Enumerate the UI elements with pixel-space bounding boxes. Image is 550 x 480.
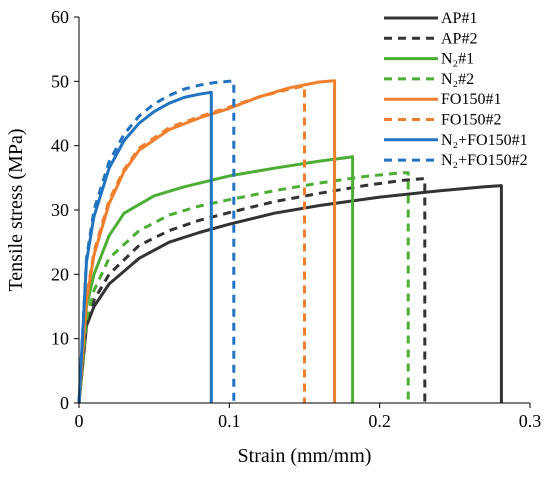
x-tick-label: 0.1 (218, 411, 241, 431)
y-tick-label: 0 (60, 393, 69, 413)
legend-label-1: AP#1 (441, 10, 477, 27)
series-layer (77, 79, 503, 404)
legend: AP#1 AP#2 N₂#1 N₂#2 FO150#1 FO150#2 N₂+FO150#1… (384, 10, 528, 169)
series-line-4 (77, 171, 410, 404)
series-line-3 (77, 155, 355, 404)
legend-label-8: N₂+FO150#2 (441, 152, 528, 169)
series-line-1 (77, 184, 503, 404)
y-tick-label: 10 (51, 329, 69, 349)
legend-label-3: N₂#1 (441, 51, 474, 68)
x-tick-label: 0 (75, 411, 84, 431)
x-tick-label: 0.2 (368, 411, 391, 431)
legend-label-6: FO150#2 (441, 112, 501, 129)
axes-layer: 0 0.1 0.2 0.3 0 10 20 30 40 50 60 (51, 7, 541, 431)
legend-label-5: FO150#1 (441, 91, 501, 108)
legend-label-2: AP#2 (441, 30, 477, 47)
x-axis-title: Strain (mm/mm) (238, 445, 372, 467)
y-tick-label: 30 (51, 200, 69, 220)
series-line-2 (77, 177, 427, 404)
series-line-8 (77, 79, 236, 404)
y-tick-label: 60 (51, 7, 69, 27)
y-tick-label: 20 (51, 264, 69, 284)
y-axis-title: Tensile stress (MPa) (5, 128, 27, 291)
x-tick-label: 0.3 (519, 411, 542, 431)
series-line-7 (77, 90, 213, 404)
legend-label-4: N₂#2 (441, 71, 474, 88)
legend-label-7: N₂+FO150#1 (441, 132, 528, 149)
y-tick-label: 40 (51, 136, 69, 156)
y-tick-label: 50 (51, 71, 69, 91)
